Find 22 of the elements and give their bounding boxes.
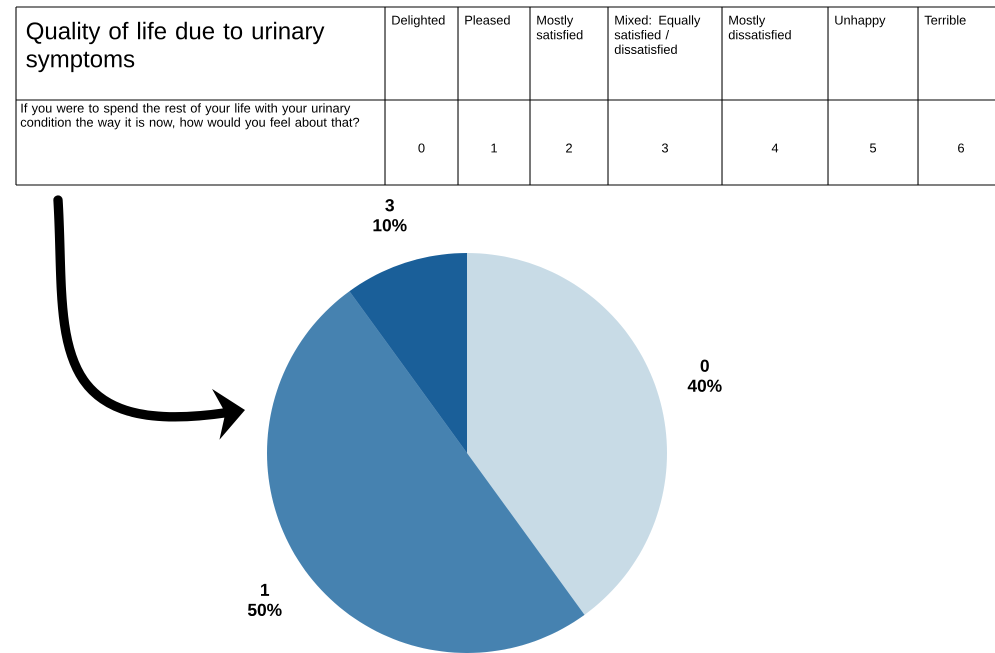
slice-label: 0 <box>700 360 709 372</box>
category-label: Pleased <box>465 15 510 25</box>
slice-label: 1 <box>261 584 270 596</box>
text: If you were to spend the rest of your life with your urinary condition the way it is now, how would you feel about that? <box>20 103 360 130</box>
data-label: 2 <box>566 144 572 152</box>
slice-label: 3 <box>385 199 394 212</box>
category-label: Terrible <box>924 15 966 25</box>
data-label: 6 <box>958 143 964 153</box>
data-label: 0 <box>418 143 425 153</box>
category-label: Mixed: Equally satisfied / dissatisfied <box>614 15 700 54</box>
category-label: Delighted <box>392 15 445 28</box>
data-label: 3 <box>662 143 668 153</box>
text: Quality of life due to urinary symptoms <box>26 22 324 72</box>
data-label: 4 <box>772 144 778 152</box>
data-label: 1 <box>491 144 497 152</box>
data-label: 10% <box>373 219 407 232</box>
data-label: 5 <box>870 144 876 152</box>
category-label: Mostly dissatisfied <box>728 15 791 40</box>
category-label: Mostly satisfied <box>536 15 582 40</box>
category-label: Unhappy <box>835 15 886 28</box>
data-label: 50% <box>248 604 282 616</box>
data-label: 40% <box>688 380 722 392</box>
